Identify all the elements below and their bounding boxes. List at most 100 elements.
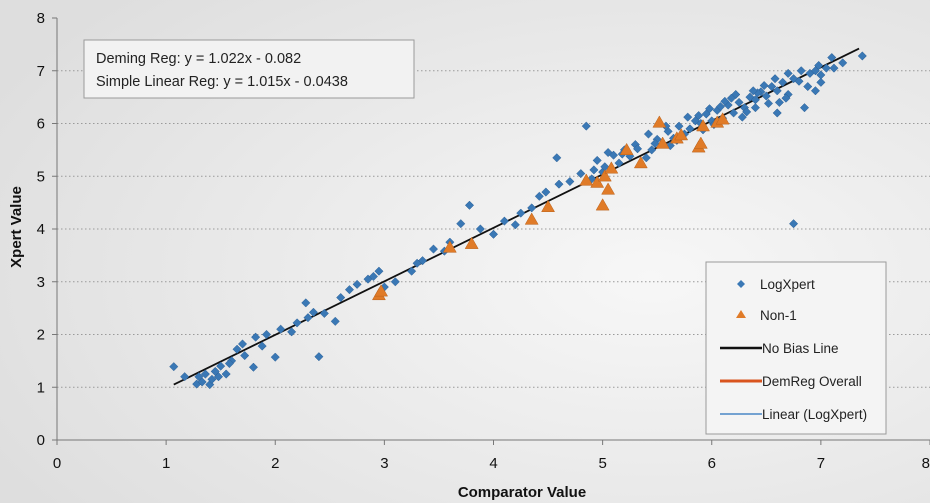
logxpert-point <box>368 271 379 282</box>
logxpert-point <box>783 68 793 78</box>
deming-equation: Deming Reg: y = 1.022x - 0.082 <box>96 51 301 67</box>
non1-point <box>604 161 619 174</box>
logxpert-point <box>827 53 837 63</box>
logxpert-point <box>428 244 439 254</box>
logxpert-point <box>750 103 760 113</box>
x-tick-label: 5 <box>598 455 606 472</box>
x-tick-label: 6 <box>708 455 716 472</box>
logxpert-point <box>763 98 774 109</box>
non1-point <box>652 115 667 128</box>
logxpert-point <box>516 208 526 218</box>
logxpert-point <box>685 124 695 134</box>
logxpert-point <box>221 369 231 379</box>
logxpert-point <box>734 97 744 107</box>
axes: 0 1 2 3 4 5 6 7 8 0 1 2 3 4 5 6 7 8 <box>37 10 930 472</box>
logxpert-point <box>715 102 726 112</box>
non1-point <box>579 173 594 186</box>
logxpert-point <box>308 307 318 317</box>
logxpert-point <box>647 145 657 155</box>
logxpert-point <box>608 150 619 160</box>
non1-point <box>374 284 389 297</box>
logxpert-point <box>169 362 179 372</box>
logxpert-point <box>261 329 272 340</box>
non1-point <box>601 182 616 195</box>
logxpert-point <box>248 362 258 372</box>
y-tick-label: 1 <box>37 379 45 396</box>
logxpert-point <box>816 77 826 87</box>
logxpert-point <box>789 219 799 229</box>
logxpert-point <box>650 138 660 149</box>
logxpert-point <box>527 203 537 213</box>
logxpert-point <box>674 121 684 131</box>
logxpert-point <box>270 352 280 362</box>
logxpert-point <box>344 285 355 295</box>
logxpert-point <box>683 112 693 122</box>
logxpert-point <box>731 89 741 100</box>
logxpert-point <box>799 103 810 113</box>
legend-item-linear: Linear (LogXpert) <box>720 407 867 422</box>
logxpert-point <box>803 82 813 92</box>
legend-label-linear: Linear (LogXpert) <box>762 407 867 422</box>
non1-point <box>619 142 634 155</box>
logxpert-point <box>632 144 643 154</box>
logxpert-point <box>390 277 400 287</box>
logxpert-point <box>781 93 791 103</box>
legend-label-logxpert: LogXpert <box>760 277 815 292</box>
legend-triangle-icon <box>736 310 746 318</box>
logxpert-point <box>237 339 248 349</box>
legend-item-logxpert: LogXpert <box>737 277 815 292</box>
y-tick-label: 4 <box>37 221 45 238</box>
logxpert-point <box>774 97 784 107</box>
logxpert-point <box>287 327 297 337</box>
logxpert-point <box>224 358 234 369</box>
logxpert-point <box>180 372 190 382</box>
x-tick-label: 2 <box>271 455 279 472</box>
logxpert-point <box>301 298 311 308</box>
grid <box>57 70 930 388</box>
logxpert-point <box>554 179 564 189</box>
data-points <box>169 51 867 390</box>
logxpert-point <box>534 191 544 201</box>
logxpert-point <box>276 324 286 334</box>
logxpert-point <box>857 51 867 61</box>
logxpert-point <box>207 374 217 384</box>
logxpert-point <box>729 108 739 118</box>
logxpert-point <box>761 91 771 101</box>
x-tick-label: 0 <box>53 455 61 472</box>
non1-point <box>595 198 610 211</box>
y-tick-label: 8 <box>37 10 45 27</box>
non1-point <box>674 128 689 141</box>
logxpert-point <box>541 187 551 197</box>
logxpert-point <box>726 93 736 103</box>
logxpert-point <box>829 63 839 73</box>
logxpert-point <box>374 266 384 276</box>
x-tick-label: 8 <box>922 455 930 472</box>
y-axis-title: Xpert Value <box>8 186 25 268</box>
logxpert-point <box>488 229 499 239</box>
linear-equation: Simple Linear Reg: y = 1.015x - 0.0438 <box>96 74 348 90</box>
logxpert-point <box>745 92 755 102</box>
logxpert-point <box>456 219 466 229</box>
logxpert-point <box>412 258 422 268</box>
logxpert-point <box>565 176 575 187</box>
logxpert-point <box>742 107 752 117</box>
logxpert-point <box>213 372 224 382</box>
non1-point <box>715 112 730 125</box>
x-tick-label: 1 <box>162 455 170 472</box>
y-tick-label: 0 <box>37 432 45 449</box>
logxpert-point <box>767 82 777 92</box>
non1-point <box>655 136 670 149</box>
non1-point <box>696 119 710 132</box>
logxpert-point <box>770 74 780 84</box>
legend-item-demreg: DemReg Overall <box>720 374 862 389</box>
non1-point <box>590 175 605 188</box>
logxpert-point <box>796 66 806 76</box>
logxpert-point <box>592 155 602 165</box>
logxpert-point <box>581 121 591 131</box>
y-tick-label: 7 <box>37 63 45 80</box>
logxpert-point <box>352 279 362 289</box>
logxpert-point <box>821 63 831 73</box>
x-tick-label: 7 <box>817 455 825 472</box>
legend-label-no-bias: No Bias Line <box>762 341 839 356</box>
logxpert-point <box>643 129 654 139</box>
